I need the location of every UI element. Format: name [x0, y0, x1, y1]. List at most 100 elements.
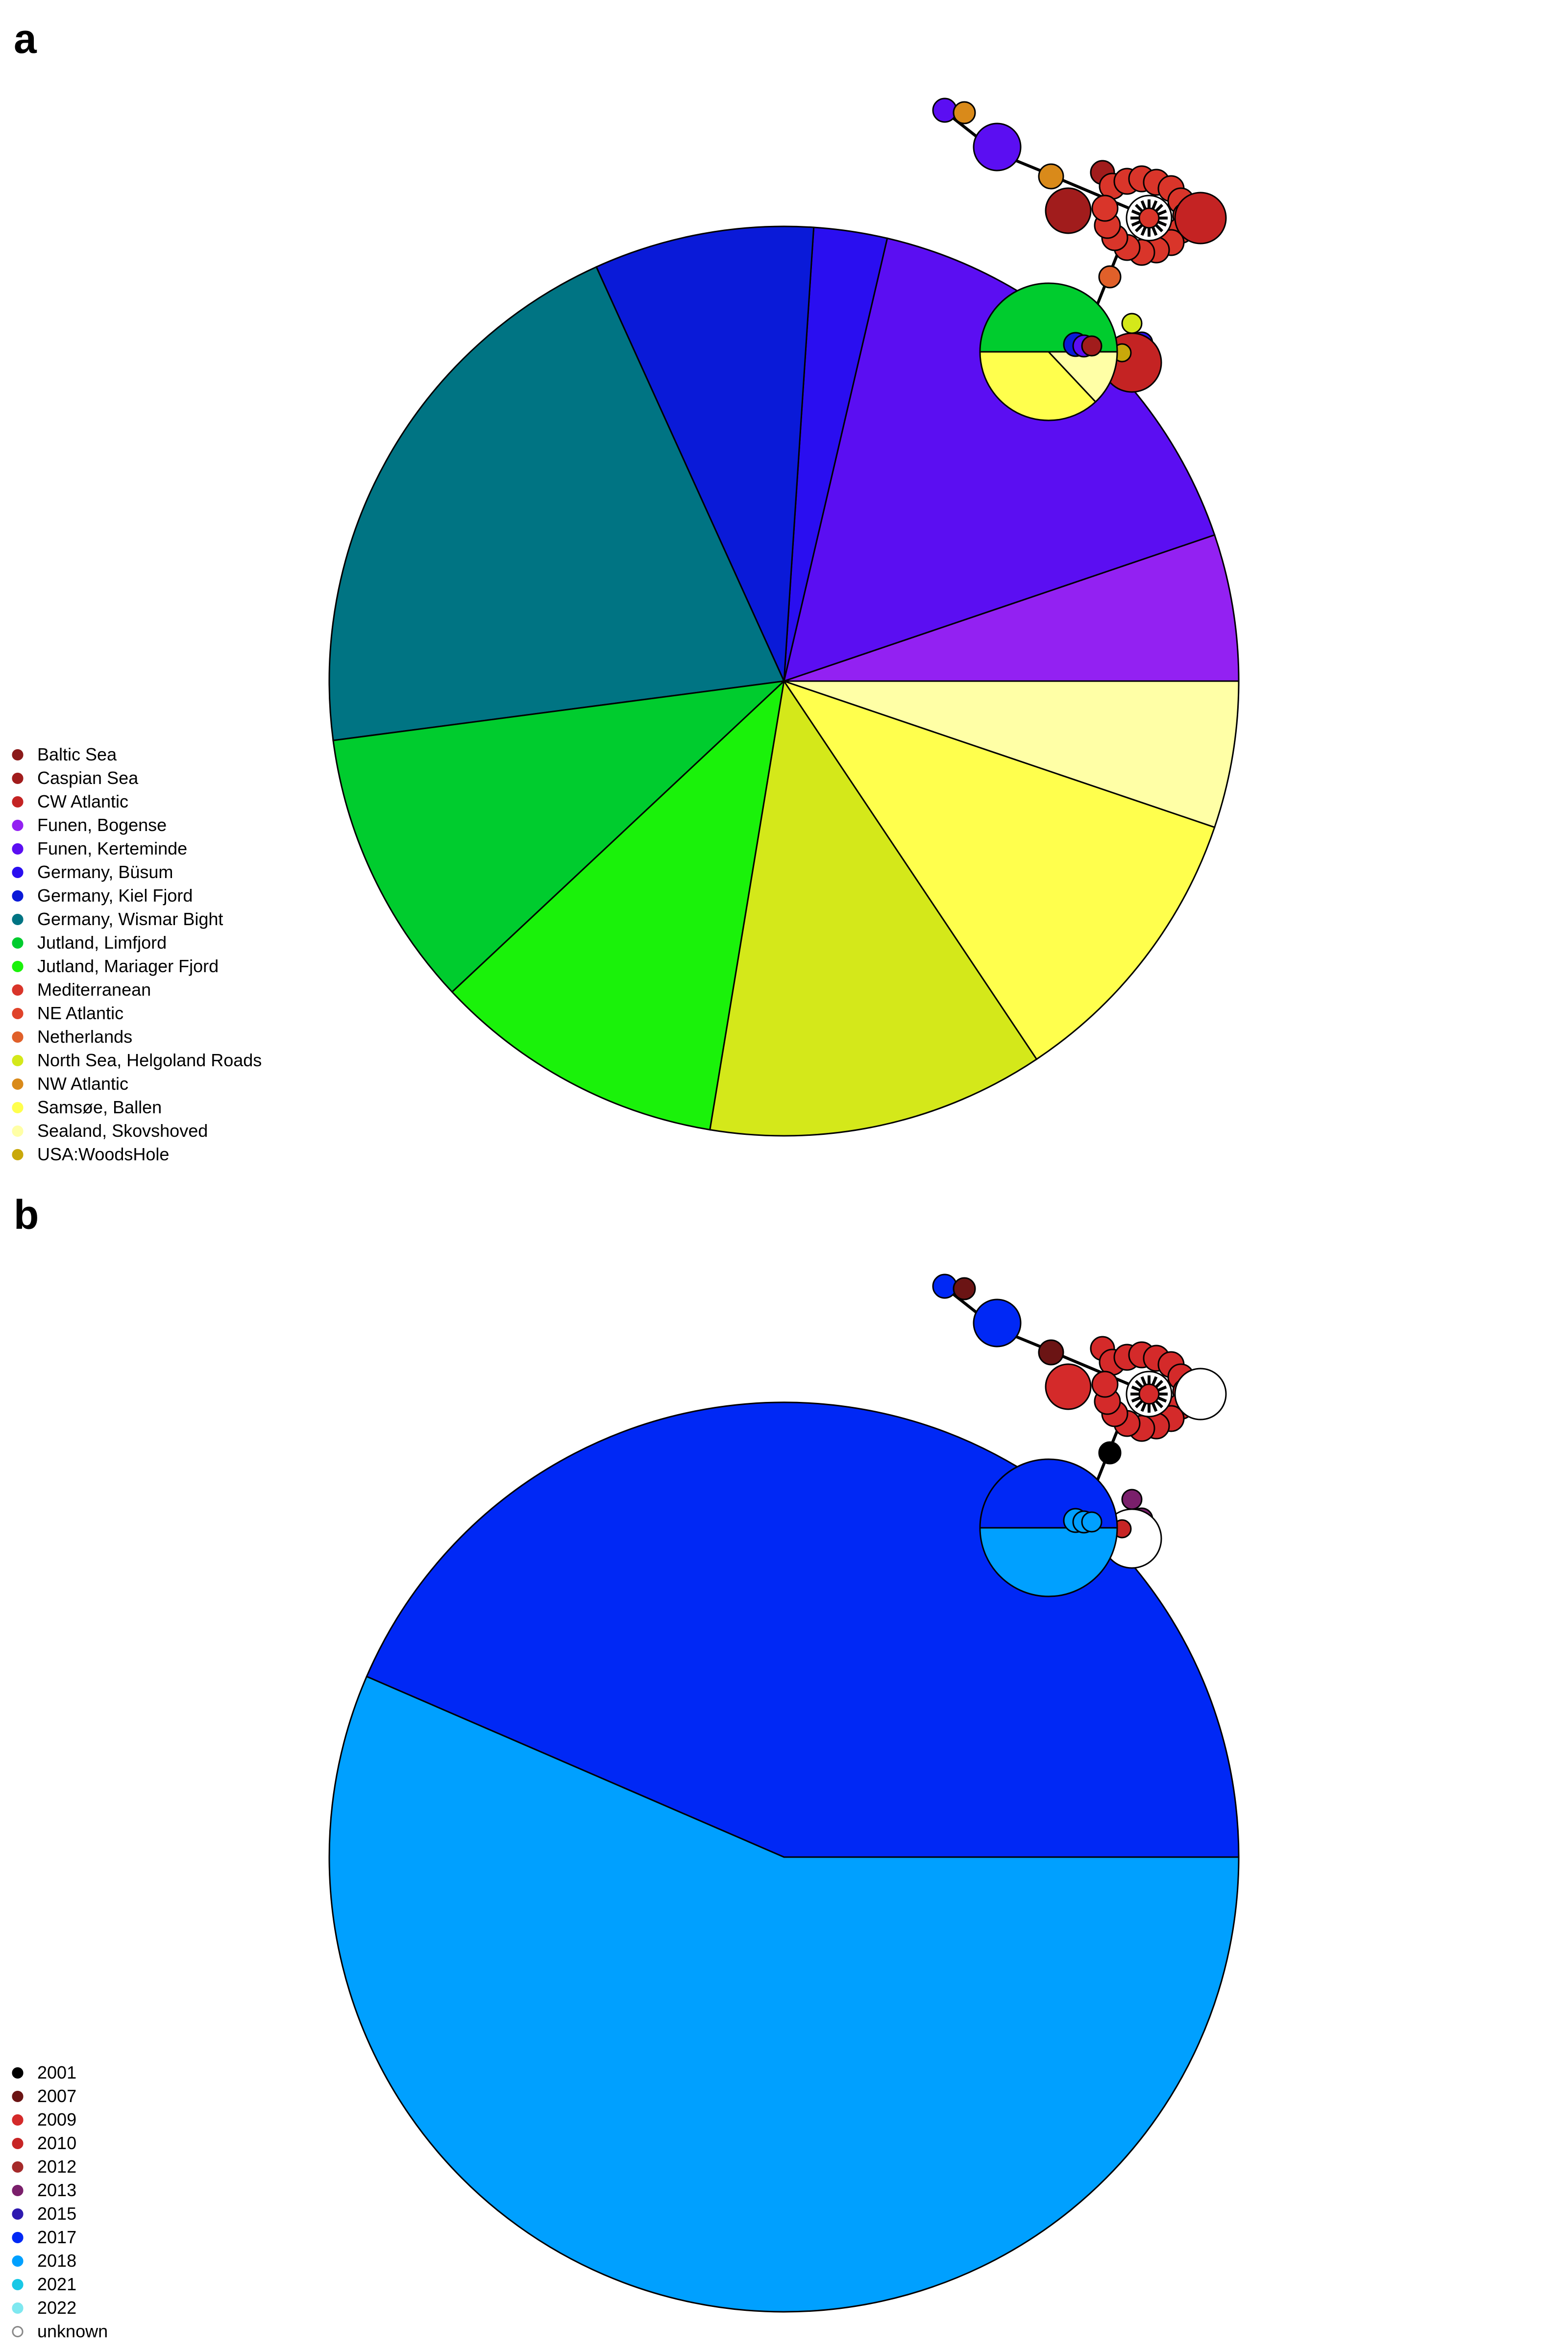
panel-a-legend-marker-5 — [12, 866, 24, 879]
panel-a-legend-label-6: Germany, Kiel Fjord — [37, 885, 193, 906]
panel-b-secondary-pie-slice-1 — [979, 1527, 1118, 1597]
panel-a-network-node — [1098, 265, 1122, 289]
panel-a-legend-marker-11 — [12, 1007, 24, 1020]
panel-b-network-node — [953, 1277, 976, 1300]
panel-a-legend-marker-6 — [12, 890, 24, 902]
panel-b-network-node — [1121, 1489, 1143, 1510]
panel-b-legend-marker-1 — [12, 2090, 24, 2103]
panel-a-secondary-pie-slice-1 — [979, 351, 1097, 421]
panel-a-legend-marker-3 — [12, 819, 24, 832]
panel-a-legend-marker-17 — [12, 1149, 24, 1161]
panel-a-main-pie-slice-6 — [451, 679, 785, 1131]
panel-a-main-pie-slice-0 — [784, 534, 1240, 682]
panel-a-legend-label-12: Netherlands — [37, 1027, 132, 1047]
panel-a-network-node — [953, 101, 976, 124]
panel-b-network-node — [1174, 1368, 1227, 1421]
panel-b-main-pie-slice-1 — [328, 1675, 1240, 2313]
panel-a-legend-marker-2 — [12, 796, 24, 808]
panel-b: b 20012007200920102012201320152017201820… — [12, 1192, 1240, 2341]
panel-a-secondary-pie — [979, 282, 1118, 421]
panel-a-letter: a — [14, 16, 37, 62]
panel-b-legend-marker-4 — [12, 2161, 24, 2173]
panel-a-legend-marker-1 — [12, 772, 24, 784]
panel-a-legend-label-9: Jutland, Mariager Fjord — [37, 956, 219, 976]
panel-a-legend-label-11: NE Atlantic — [37, 1003, 123, 1023]
panel-a-legend-marker-8 — [12, 937, 24, 949]
panel-a-legend-label-17: USA:WoodsHole — [37, 1144, 169, 1164]
panel-a-legend-marker-14 — [12, 1078, 24, 1090]
panel-a: a Baltic Sea Caspian Sea CW Atlantic Funen,… — [12, 16, 1240, 1164]
panel-a-legend-marker-13 — [12, 1054, 24, 1067]
panel-b-letter: b — [14, 1192, 39, 1238]
panel-b-legend-marker-6 — [12, 2208, 24, 2220]
panel-b-legend-label-5: 2013 — [37, 2180, 76, 2200]
panel-b-legend-label-3: 2010 — [37, 2133, 76, 2153]
panel-b-legend-marker-0 — [12, 2067, 24, 2079]
panel-a-main-pie-slice-3 — [595, 225, 815, 682]
panel-b-network-node — [1091, 1371, 1119, 1398]
panel-a-legend-label-3: Funen, Bogense — [37, 815, 167, 835]
panel-a-legend-marker-15 — [12, 1102, 24, 1114]
panel-b-legend-marker-3 — [12, 2137, 24, 2150]
panel-a-legend-marker-4 — [12, 843, 24, 855]
panel-b-network-node — [1138, 1383, 1160, 1405]
panel-a-network-node — [1091, 195, 1119, 222]
panel-b-legend-label-6: 2015 — [37, 2204, 76, 2224]
panel-a-legend-label-0: Baltic Sea — [37, 744, 117, 764]
panel-a-main-pie-slice-5 — [332, 680, 786, 993]
panel-a-legend-marker-10 — [12, 984, 24, 996]
panel-a-main-pie-slice-7 — [709, 679, 1038, 1137]
panel-b-legend-marker-11 — [12, 2326, 24, 2338]
panel-b-network-node — [1098, 1441, 1122, 1465]
panel-b-legend-label-7: 2017 — [37, 2227, 76, 2247]
panel-b-network-node — [932, 1274, 957, 1299]
panel-a-legend-label-7: Germany, Wismar Bight — [37, 909, 223, 929]
panel-b-legend-label-1: 2007 — [37, 2086, 76, 2106]
panel-a-main-pie-slice-8 — [782, 680, 1216, 1060]
panel-b-network-node — [1045, 1363, 1092, 1410]
panel-a-legend-label-16: Sealand, Skovshoved — [37, 1121, 208, 1141]
panel-a-legend-label-14: NW Atlantic — [37, 1074, 128, 1094]
panel-b-legend-marker-5 — [12, 2184, 24, 2197]
panel-a-legend-label-4: Funen, Kerteminde — [37, 838, 187, 858]
panel-b-secondary-pie — [979, 1458, 1118, 1597]
panel-a-legend-label-13: North Sea, Helgoland Roads — [37, 1050, 262, 1070]
panel-a-main-pie-slice-9 — [784, 680, 1240, 829]
panel-a-legend-label-2: CW Atlantic — [37, 791, 128, 811]
panel-b-legend-label-9: 2021 — [37, 2274, 76, 2294]
panel-a-legend-marker-9 — [12, 960, 24, 973]
panel-b-legend: 2001 2007 2009 2010 2012 2013 2015 2017 2018 2021… — [12, 2062, 108, 2341]
panel-a-network-node — [973, 122, 1022, 172]
panel-a-network-node — [1045, 187, 1092, 234]
panel-a-legend-label-10: Mediterranean — [37, 980, 151, 1000]
panel-b-network-node — [973, 1298, 1022, 1348]
panel-a-legend-marker-7 — [12, 913, 24, 926]
panel-a-legend-marker-0 — [12, 749, 24, 761]
panel-a-network-node — [1121, 313, 1143, 334]
panel-b-legend-marker-8 — [12, 2255, 24, 2267]
panel-b-legend-label-8: 2018 — [37, 2251, 76, 2271]
panel-b-legend-marker-2 — [12, 2114, 24, 2126]
panel-a-main-pie-slice-4 — [328, 266, 785, 741]
panel-a-network-node — [1038, 163, 1064, 190]
panel-a-legend-label-1: Caspian Sea — [37, 768, 139, 788]
panel-a-network-node — [1174, 192, 1227, 245]
panel-a-legend-marker-16 — [12, 1125, 24, 1137]
panel-b-legend-marker-10 — [12, 2302, 24, 2314]
panel-b-legend-marker-7 — [12, 2231, 24, 2244]
panel-a-network-node — [1081, 335, 1102, 357]
panel-b-network-node — [1081, 1511, 1102, 1533]
panel-a-legend-label-15: Samsøe, Ballen — [37, 1097, 162, 1117]
panel-b-legend-label-0: 2001 — [37, 2062, 76, 2082]
panel-a-legend: Baltic Sea Caspian Sea CW Atlantic Funen, B… — [12, 744, 262, 1164]
panel-a-network-node — [932, 98, 957, 123]
panel-b-network-node — [1038, 1339, 1064, 1366]
panel-b-legend-label-4: 2012 — [37, 2156, 76, 2177]
panel-b-legend-label-11: unknown — [37, 2321, 108, 2341]
panel-a-network-node — [1138, 207, 1160, 229]
panel-a-legend-label-8: Jutland, Limfjord — [37, 932, 167, 953]
panel-a-main-pie — [328, 225, 1240, 1137]
panel-a-legend-label-5: Germany, Büsum — [37, 862, 173, 882]
panel-a-secondary-pie-slice-2 — [1047, 351, 1118, 403]
